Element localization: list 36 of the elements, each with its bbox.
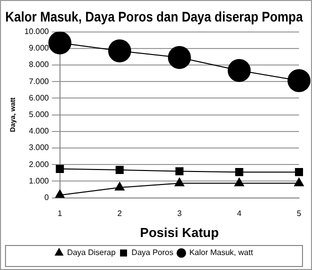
x-tick-label: 4 [236,208,242,218]
legend-label: Kalor Masuk, watt [189,248,254,258]
y-tick-label: 10.000 [24,27,50,36]
legend-label: Daya Poros [132,248,174,258]
y-tick-label: 9.000 [28,44,50,53]
chart-title: Kalor Masuk, Daya Poros dan Daya diserap Pompa [5,8,304,24]
x-tick-label: 3 [177,208,182,218]
point [168,46,191,70]
point [294,178,304,186]
point [234,178,244,186]
y-tick-label: 5.000 [28,110,50,120]
point [235,168,244,176]
point [288,69,310,92]
y-tick-label: 0 [44,193,50,202]
y-tick-label: 2.000 [28,160,50,169]
point [48,32,72,54]
y-tick-label: 3.000 [28,143,50,152]
point [56,164,64,173]
legend-label: Daya Diserap [67,248,116,258]
point [228,58,251,82]
x-tick-label: 5 [296,208,302,218]
point [55,190,65,198]
point [114,182,124,191]
x-tick-label: 2 [117,208,122,218]
point [174,178,184,186]
y-tick-label: 7.000 [28,76,50,86]
y-tick-label: 1.000 [28,176,50,186]
point [108,39,132,62]
y-tick-label: 8.000 [28,60,50,70]
x-axis-title: Posisi Katup [140,224,219,240]
point [175,167,184,176]
point [294,168,304,176]
y-tick-label: 6.000 [28,93,50,102]
point [116,166,124,174]
x-tick-label: 1 [58,208,63,218]
y-tick-label: 4.000 [28,126,50,136]
